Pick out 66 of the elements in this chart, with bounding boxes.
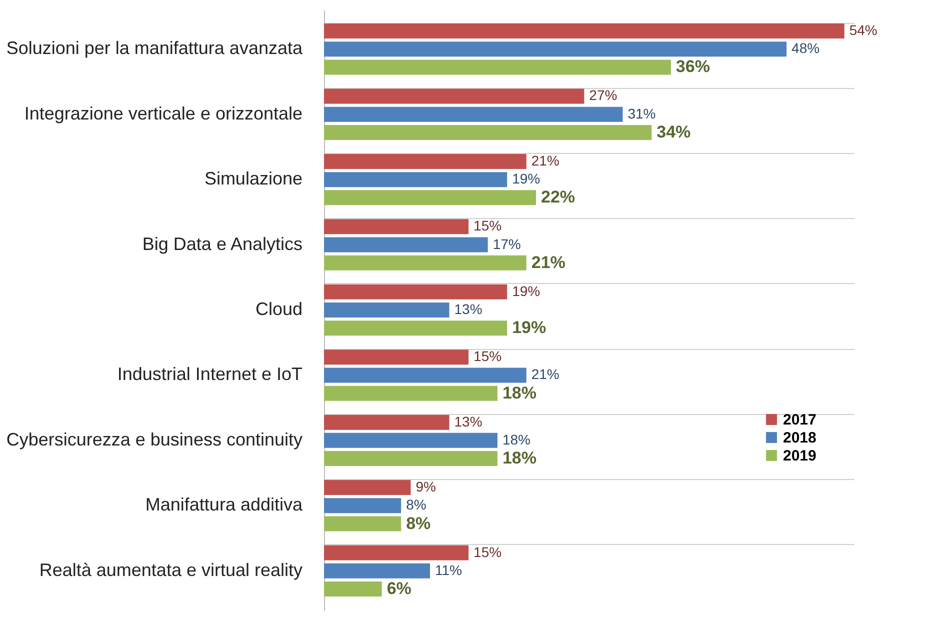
y-tick-label: Integrazione verticale e orizzontale — [24, 103, 302, 124]
bar — [324, 432, 498, 448]
bar — [324, 255, 526, 270]
legend-label: 2017 — [783, 412, 816, 428]
data-label: 15% — [474, 218, 502, 234]
y-tick-label: Cybersicurezza e business continuity — [6, 429, 302, 450]
y-tick-label: Manifattura additiva — [145, 494, 304, 515]
bar — [324, 414, 450, 430]
bar — [324, 88, 584, 104]
data-label: 21% — [531, 152, 560, 168]
data-label: 19% — [512, 170, 540, 187]
y-tick-label: Big Data e Analytics — [142, 234, 302, 254]
data-label: 34% — [656, 122, 691, 142]
data-label: 15% — [474, 348, 502, 364]
bar — [324, 219, 469, 234]
bar — [324, 190, 536, 206]
data-label: 6% — [386, 578, 412, 598]
data-label: 36% — [676, 57, 710, 76]
data-label: 17% — [492, 236, 521, 252]
data-label: 8% — [406, 496, 426, 513]
data-label: 48% — [792, 40, 820, 56]
legend-label: 2018 — [783, 430, 816, 446]
bar — [324, 480, 411, 496]
y-tick-label: Cloud — [255, 299, 302, 319]
bar — [324, 237, 488, 252]
data-label: 11% — [435, 562, 462, 578]
data-label: 18% — [502, 448, 536, 468]
data-label: 19% — [512, 282, 540, 299]
bar — [324, 368, 526, 383]
y-tick-label: Soluzioni per la manifattura avanzata — [6, 38, 304, 58]
y-tick-label: Simulazione — [204, 168, 302, 189]
y-tick-label: Realtà aumentata e virtual reality — [39, 560, 302, 580]
bar — [324, 302, 450, 318]
data-label: 15% — [474, 544, 502, 560]
bar — [324, 106, 623, 122]
data-label: 21% — [531, 366, 560, 382]
y-tick-label: Industrial Internet e IoT — [117, 364, 302, 384]
bar — [324, 581, 382, 596]
bar — [324, 172, 508, 188]
bar — [324, 60, 671, 75]
bar — [324, 563, 430, 578]
data-label: 8% — [406, 514, 431, 533]
data-label: 13% — [454, 413, 482, 430]
bar — [324, 42, 787, 57]
data-label: 18% — [502, 431, 530, 448]
bar — [324, 24, 844, 39]
bar — [324, 451, 498, 466]
bar — [324, 498, 402, 514]
data-label: 31% — [628, 105, 656, 122]
legend-label: 2019 — [783, 448, 816, 464]
data-label: 21% — [531, 252, 566, 272]
data-label: 9% — [416, 478, 436, 495]
bar — [324, 545, 469, 560]
bar — [324, 320, 508, 336]
data-label: 18% — [502, 383, 536, 402]
bar — [324, 154, 526, 169]
data-label: 27% — [589, 87, 618, 104]
bar — [324, 350, 469, 365]
bar — [324, 124, 652, 140]
data-label: 13% — [454, 301, 482, 317]
bar — [324, 516, 402, 532]
bar — [324, 284, 508, 300]
data-label: 22% — [541, 188, 576, 207]
data-label: 54% — [849, 22, 878, 38]
bar — [324, 386, 498, 401]
data-label: 19% — [512, 318, 546, 338]
